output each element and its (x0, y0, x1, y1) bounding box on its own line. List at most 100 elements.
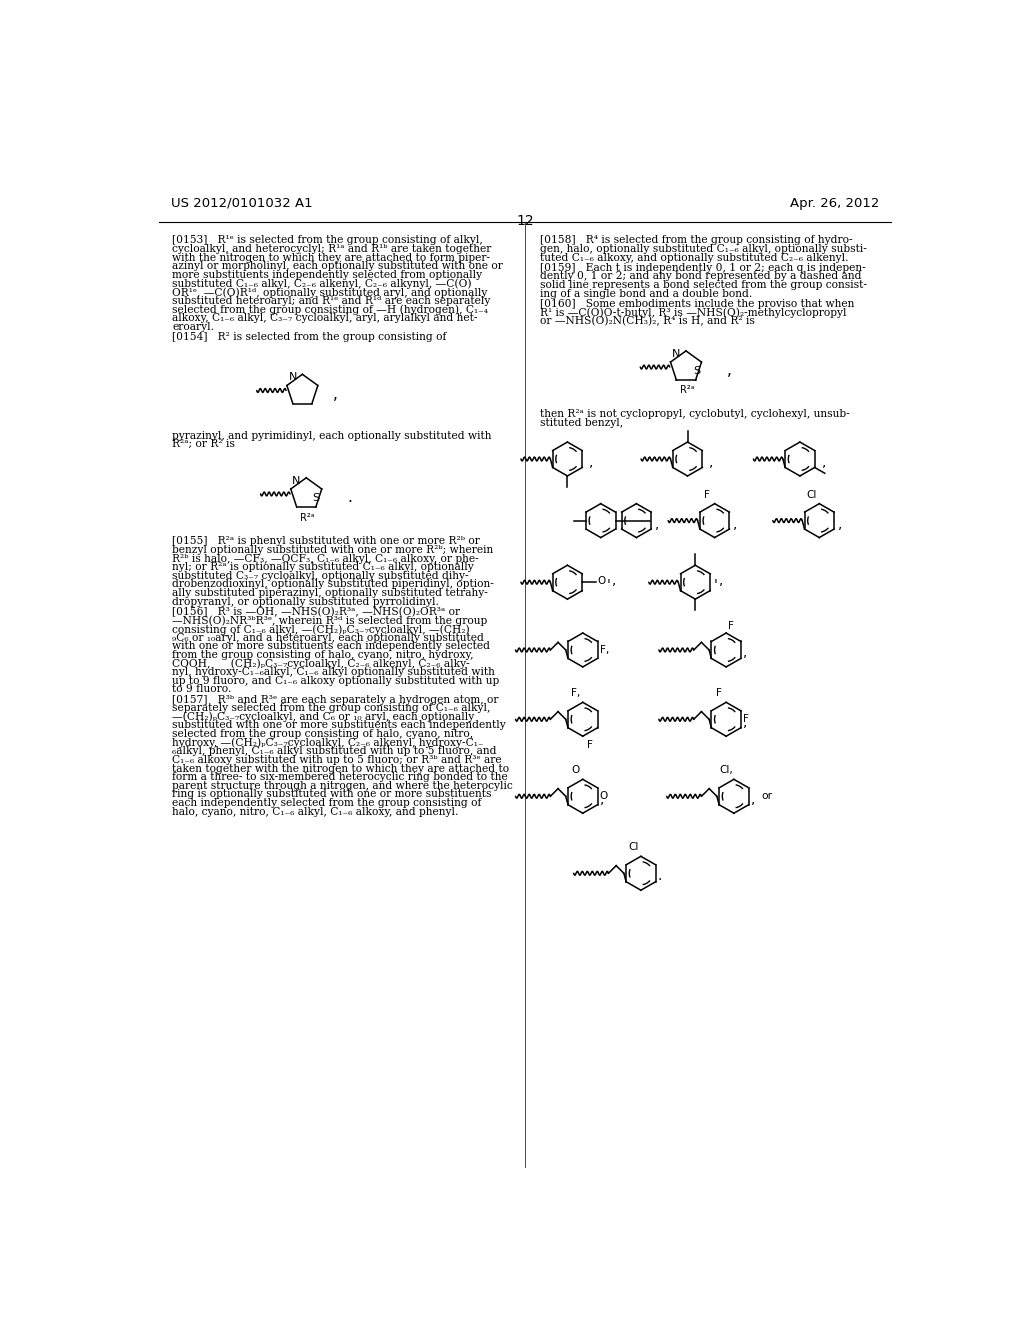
Text: F: F (716, 689, 722, 698)
Text: F: F (728, 622, 733, 631)
Text: [0156]   R³ is —OH, —NHS(O)₂R³ᵃ, —NHS(O)₂OR³ᵃ or: [0156] R³ is —OH, —NHS(O)₂R³ᵃ, —NHS(O)₂O… (172, 607, 461, 618)
Text: up to 9 fluoro, and C₁₋₆ alkoxy optionally substituted with up: up to 9 fluoro, and C₁₋₆ alkoxy optional… (172, 676, 500, 686)
Text: then R²ᵃ is not cyclopropyl, cyclobutyl, cyclohexyl, unsub-: then R²ᵃ is not cyclopropyl, cyclobutyl,… (541, 409, 850, 420)
Text: azinyl or morpholinyl, each optionally substituted with one or: azinyl or morpholinyl, each optionally s… (172, 261, 503, 272)
Text: selected from the group consisting of —H (hydrogen), C₁₋₄: selected from the group consisting of —H… (172, 305, 488, 315)
Text: ,: , (751, 792, 756, 805)
Text: consisting of C₁₋₆ alkyl, —(CH₂)ₚC₃₋₇cycloalkyl, —(CH₂): consisting of C₁₋₆ alkyl, —(CH₂)ₚC₃₋₇cyc… (172, 624, 470, 635)
Text: ,: , (743, 714, 748, 729)
Text: each independently selected from the group consisting of: each independently selected from the gro… (172, 799, 481, 808)
Text: ,: , (710, 455, 714, 469)
Text: with one or more substituents each independently selected: with one or more substituents each indep… (172, 642, 490, 651)
Text: alkoxy, C₁₋₆ alkyl, C₃₋₇ cycloalkyl, aryl, arylalkyl and het-: alkoxy, C₁₋₆ alkyl, C₃₋₇ cycloalkyl, ary… (172, 313, 477, 323)
Text: .: . (347, 490, 352, 506)
Text: to 9 fluoro.: to 9 fluoro. (172, 685, 231, 694)
Text: F: F (587, 741, 593, 750)
Text: O: O (571, 766, 580, 775)
Text: [0160]   Some embodiments include the proviso that when: [0160] Some embodiments include the prov… (541, 298, 855, 309)
Text: stituted benzyl,: stituted benzyl, (541, 418, 624, 428)
Text: hydroxy, —(CH₂)ₚC₃₋₇cycloalkyl, C₂₋₆ alkenyl, hydroxy-C₁₋: hydroxy, —(CH₂)ₚC₃₋₇cycloalkyl, C₂₋₆ alk… (172, 738, 483, 748)
Text: tuted C₁₋₆ alkoxy, and optionally substituted C₂₋₆ alkenyl.: tuted C₁₋₆ alkoxy, and optionally substi… (541, 252, 849, 263)
Text: gen, halo, optionally substituted C₁₋₆ alkyl, optionally substi-: gen, halo, optionally substituted C₁₋₆ a… (541, 244, 867, 253)
Text: ,: , (611, 573, 616, 587)
Text: pyrazinyl, and pyrimidinyl, each optionally substituted with: pyrazinyl, and pyrimidinyl, each optiona… (172, 430, 492, 441)
Text: ,: , (600, 792, 604, 805)
Text: halo, cyano, nitro, C₁₋₆ alkyl, C₁₋₆ alkoxy, and phenyl.: halo, cyano, nitro, C₁₋₆ alkyl, C₁₋₆ alk… (172, 807, 459, 817)
Text: Cl: Cl (629, 842, 639, 853)
Text: ring is optionally substituted with one or more substituents: ring is optionally substituted with one … (172, 789, 492, 800)
Text: ₉C₆ or ₁₀aryl, and a heteroaryl, each optionally substituted: ₉C₆ or ₁₀aryl, and a heteroaryl, each op… (172, 632, 484, 643)
Text: [0155]   R²ᵃ is phenyl substituted with one or more R²ᵇ or: [0155] R²ᵃ is phenyl substituted with on… (172, 536, 480, 546)
Text: substituted C₃₋₇ cycloalkyl, optionally substituted dihy-: substituted C₃₋₇ cycloalkyl, optionally … (172, 570, 469, 581)
Text: or: or (762, 791, 773, 801)
Text: eroaryl.: eroaryl. (172, 322, 214, 331)
Text: F: F (705, 490, 711, 500)
Text: Cl: Cl (807, 490, 817, 500)
Text: S: S (693, 366, 700, 376)
Text: F,: F, (600, 645, 609, 655)
Text: —NHS(O)₂NR³ᵇR³ᵉ, wherein R³ᵈ is selected from the group: —NHS(O)₂NR³ᵇR³ᵉ, wherein R³ᵈ is selected… (172, 615, 487, 626)
Text: or —NHS(O)₂N(CH₃)₂, R⁴ is H, and R² is: or —NHS(O)₂N(CH₃)₂, R⁴ is H, and R² is (541, 315, 755, 326)
Text: —(CH₂)ₚC₃₋₇cycloalkyl, and C₆ or ₁₀ aryl, each optionally: —(CH₂)ₚC₃₋₇cycloalkyl, and C₆ or ₁₀ aryl… (172, 711, 474, 722)
Text: parent structure through a nitrogen, and where the heterocylic: parent structure through a nitrogen, and… (172, 781, 513, 791)
Text: C₁₋₆ alkoxy substituted with up to 5 fluoro; or R³ᵇ and R³ᵉ are: C₁₋₆ alkoxy substituted with up to 5 flu… (172, 755, 502, 766)
Text: [0158]   R⁴ is selected from the group consisting of hydro-: [0158] R⁴ is selected from the group con… (541, 235, 853, 246)
Text: ': ' (714, 578, 718, 593)
Text: 12: 12 (516, 214, 534, 228)
Text: R²ᵇ is halo, —CF₃, —OCF₃, C₁₋₆ alkyl, C₁₋₆ alkoxy, or phe-: R²ᵇ is halo, —CF₃, —OCF₃, C₁₋₆ alkyl, C₁… (172, 553, 479, 564)
Text: ₆alkyl, phenyl, C₁₋₆ alkyl substituted with up to 5 fluoro, and: ₆alkyl, phenyl, C₁₋₆ alkyl substituted w… (172, 746, 497, 756)
Text: solid line represents a bond selected from the group consist-: solid line represents a bond selected fr… (541, 280, 867, 290)
Text: [0159]   Each t is independently 0, 1 or 2; each q is indepen-: [0159] Each t is independently 0, 1 or 2… (541, 263, 866, 273)
Text: US 2012/0101032 A1: US 2012/0101032 A1 (171, 197, 312, 210)
Text: R²ᵃ: R²ᵃ (680, 384, 694, 395)
Text: O: O (600, 791, 608, 801)
Text: ally substituted piperazinyl, optionally substituted tetrahy-: ally substituted piperazinyl, optionally… (172, 589, 488, 598)
Text: Apr. 26, 2012: Apr. 26, 2012 (790, 197, 879, 210)
Text: [0157]   R³ᵇ and R³ᵉ are each separately a hydrogen atom, or: [0157] R³ᵇ and R³ᵉ are each separately a… (172, 694, 499, 705)
Text: selected from the group consisting of halo, cyano, nitro,: selected from the group consisting of ha… (172, 729, 473, 739)
Text: form a three- to six-membered heterocyclic ring bonded to the: form a three- to six-membered heterocycl… (172, 772, 508, 783)
Text: ,: , (589, 455, 594, 469)
Text: separately selected from the group consisting of C₁₋₆ alkyl,: separately selected from the group consi… (172, 704, 490, 713)
Text: dently 0, 1 or 2; and any bond represented by a dashed and: dently 0, 1 or 2; and any bond represent… (541, 272, 862, 281)
Text: N: N (289, 372, 297, 383)
Text: ,: , (655, 516, 659, 531)
Text: more substituents independently selected from optionally: more substituents independently selected… (172, 269, 482, 280)
Text: S: S (312, 492, 319, 503)
Text: dropyranyl, or optionally substituted pyrrolidinyl.: dropyranyl, or optionally substituted py… (172, 597, 439, 607)
Text: substituted C₁₋₆ alkyl, C₂₋₆ alkenyl, C₂₋₆ alkynyl, —C(O): substituted C₁₋₆ alkyl, C₂₋₆ alkenyl, C₂… (172, 279, 472, 289)
Text: ': ' (607, 578, 611, 593)
Text: F: F (743, 714, 750, 725)
Text: .: . (658, 869, 663, 883)
Text: O: O (598, 577, 606, 586)
Text: [0153]   R¹ᵉ is selected from the group consisting of alkyl,: [0153] R¹ᵉ is selected from the group co… (172, 235, 483, 246)
Text: COOH,      (CH₂)ₚC₃₋₇cycloalkyl, C₂₋₆ alkenyl, C₂₋₆ alky-: COOH, (CH₂)ₚC₃₋₇cycloalkyl, C₂₋₆ alkenyl… (172, 659, 470, 669)
Text: benzyl optionally substituted with one or more R²ᵇ; wherein: benzyl optionally substituted with one o… (172, 545, 494, 554)
Text: N: N (672, 348, 680, 359)
Text: substituted heteroaryl; and R¹ᵉ and R¹ᵈ are each separately: substituted heteroaryl; and R¹ᵉ and R¹ᵈ … (172, 296, 490, 306)
Text: ,: , (743, 645, 748, 659)
Text: nyl; or R²ᵃ is optionally substituted C₁₋₆ alkyl, optionally: nyl; or R²ᵃ is optionally substituted C₁… (172, 562, 474, 572)
Text: ,: , (733, 516, 737, 531)
Text: [0154]   R² is selected from the group consisting of: [0154] R² is selected from the group con… (172, 331, 446, 342)
Text: substituted with one or more substituents each independently: substituted with one or more substituent… (172, 721, 506, 730)
Text: from the group consisting of halo, cyano, nitro, hydroxy,: from the group consisting of halo, cyano… (172, 649, 474, 660)
Text: nyl, hydroxy-C₁₋₆alkyl, C₁₋₆ alkyl optionally substituted with: nyl, hydroxy-C₁₋₆alkyl, C₁₋₆ alkyl optio… (172, 667, 495, 677)
Text: OR¹ᵉ, —C(O)R¹ᵈ, optionally substituted aryl, and optionally: OR¹ᵉ, —C(O)R¹ᵈ, optionally substituted a… (172, 288, 487, 298)
Text: F,: F, (570, 689, 580, 698)
Text: ,: , (727, 363, 732, 378)
Text: with the nitrogen to which they are attached to form piper-: with the nitrogen to which they are atta… (172, 252, 490, 263)
Text: Cl,: Cl, (720, 766, 733, 775)
Text: N: N (292, 477, 301, 486)
Text: ,: , (838, 516, 843, 531)
Text: ,: , (333, 387, 338, 401)
Text: cycloalkyl, and heterocyclyl; R¹ᵃ and R¹ᵇ are taken together: cycloalkyl, and heterocyclyl; R¹ᵃ and R¹… (172, 244, 492, 253)
Text: R¹ is —C(O)O-t-butyl, R³ is —NHS(O)₂-methylcyclopropyl: R¹ is —C(O)O-t-butyl, R³ is —NHS(O)₂-met… (541, 308, 847, 318)
Text: ing of a single bond and a double bond.: ing of a single bond and a double bond. (541, 289, 753, 298)
Text: R²ᵃ: R²ᵃ (300, 513, 314, 523)
Text: taken together with the nitrogen to which they are attached to: taken together with the nitrogen to whic… (172, 763, 509, 774)
Text: drobenzodioxinyl, optionally substituted piperidinyl, option-: drobenzodioxinyl, optionally substituted… (172, 579, 494, 590)
Text: ,: , (720, 573, 724, 587)
Text: ,: , (821, 455, 826, 469)
Text: R²ᵃ; or R² is: R²ᵃ; or R² is (172, 440, 236, 449)
